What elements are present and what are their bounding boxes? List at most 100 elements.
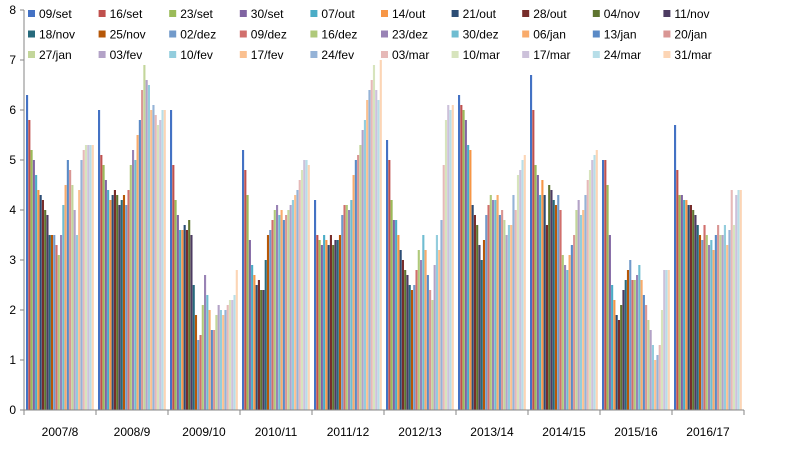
bar-03-fev-2008-9	[145, 80, 148, 410]
bar-16-set-2014-15	[532, 110, 535, 410]
bar-23-dez-2009-10	[204, 275, 207, 410]
x-tick-label: 2010/11	[255, 425, 298, 439]
x-tick-label: 2012/13	[398, 425, 442, 439]
legend-label: 17/mar	[533, 48, 570, 62]
x-tick-label: 2008/9	[114, 425, 151, 439]
bar-11-nov-2007-8	[46, 215, 49, 410]
bar-09-set-2009-10	[170, 110, 173, 410]
bar-23-set-2013-14	[462, 110, 465, 410]
bar-28-out-2011-12	[329, 235, 332, 410]
legend-swatch	[28, 30, 35, 38]
bar-24-mar-2014-15	[593, 155, 596, 410]
bar-17-mar-2013-14	[519, 170, 522, 410]
bar-07-out-2011-12	[323, 235, 326, 410]
bar-21-out-2016-17	[687, 205, 690, 410]
bar-03-fev-2011-12	[361, 130, 364, 410]
bar-09-set-2007-8	[26, 95, 29, 410]
legend-item: 17/mar	[522, 48, 571, 62]
bar-10-fev-2016-17	[723, 225, 726, 410]
bar-20-jan-2010-11	[285, 215, 288, 410]
bar-23-set-2007-8	[30, 150, 33, 410]
legend-item: 09/dez	[239, 28, 287, 42]
bar-31-mar-2012-13	[451, 105, 454, 410]
legend-label: 07/out	[321, 7, 355, 21]
legend-item: 09/set	[28, 7, 72, 21]
bar-31-mar-2016-17	[739, 190, 742, 410]
legend-item: 30/set	[239, 7, 284, 21]
legend-item: 04/nov	[592, 7, 640, 21]
legend-swatch	[98, 51, 106, 58]
bar-18-nov-2012-13	[408, 285, 411, 410]
bar-04-nov-2008-9	[116, 195, 119, 410]
bar-16-set-2010-11	[244, 170, 247, 410]
bar-09-set-2013-14	[458, 95, 461, 410]
legend-label: 25/nov	[110, 28, 146, 42]
bar-25-nov-2015-16	[626, 270, 630, 410]
bar-30-set-2011-12	[320, 245, 323, 410]
bar-09-dez-2007-8	[55, 245, 58, 410]
legend-swatch	[98, 10, 106, 17]
legend-label: 09/dez	[251, 28, 287, 42]
bar-04-nov-2013-14	[476, 225, 479, 410]
bar-09-set-2016-17	[674, 125, 677, 410]
bar-27-jan-2008-9	[143, 65, 146, 410]
bar-17-fev-2015-16	[654, 360, 657, 410]
legend-swatch	[169, 10, 177, 17]
bar-30-set-2010-11	[248, 240, 251, 410]
bar-11-nov-2016-17	[694, 215, 697, 410]
legend-item: 11/nov	[663, 7, 710, 21]
legend-label: 14/out	[392, 7, 426, 21]
bar-21-out-2011-12	[327, 245, 330, 410]
bar-10-mar-2008-9	[156, 125, 160, 410]
bar-17-mar-2007-8	[87, 145, 90, 410]
bar-30-set-2014-15	[536, 175, 539, 410]
legend-swatch	[522, 51, 530, 58]
bar-20-jan-2015-16	[645, 305, 648, 410]
bar-16-dez-2012-13	[417, 250, 420, 410]
bar-09-dez-2008-9	[127, 190, 130, 410]
bar-14-out-2015-16	[613, 300, 616, 410]
legend-label: 24/fev	[321, 48, 354, 62]
bar-10-mar-2016-17	[732, 225, 736, 410]
bar-09-dez-2012-13	[415, 270, 418, 410]
bar-30-dez-2010-11	[278, 215, 281, 410]
x-tick-label: 2014/15	[542, 425, 586, 439]
bar-25-nov-2013-14	[482, 240, 486, 410]
bar-20-jan-2012-13	[429, 290, 432, 410]
bar-07-out-2012-13	[395, 220, 398, 410]
legend-swatch	[663, 10, 671, 17]
y-tick-label: 5	[9, 153, 16, 167]
bar-17-fev-2010-11	[294, 195, 297, 410]
bar-03-mar-2009-10	[226, 305, 229, 410]
bar-18-nov-2015-16	[624, 280, 627, 410]
legend-swatch	[239, 30, 247, 38]
bar-11-nov-2013-14	[478, 245, 481, 410]
bar-06-jan-2013-14	[496, 195, 499, 410]
bar-30-dez-2016-17	[710, 240, 713, 410]
legend-item: 16/dez	[310, 28, 357, 42]
bar-07-out-2016-17	[683, 200, 686, 410]
legend-swatch	[381, 10, 388, 17]
bar-28-out-2012-13	[401, 260, 404, 410]
bar-04-nov-2009-10	[188, 220, 191, 410]
bar-09-set-2014-15	[530, 75, 533, 410]
bar-06-jan-2009-10	[208, 310, 211, 410]
bar-23-set-2015-16	[606, 185, 609, 410]
legend-label: 28/out	[533, 7, 567, 21]
bar-06-jan-2015-16	[640, 280, 643, 410]
bar-03-mar-2016-17	[730, 190, 733, 410]
bar-31-mar-2009-10	[235, 270, 238, 410]
bar-17-fev-2012-13	[438, 250, 441, 410]
bar-13-jan-2008-9	[138, 120, 141, 410]
bar-25-nov-2009-10	[194, 315, 198, 410]
legend-swatch	[310, 51, 318, 58]
bar-13-jan-2011-12	[354, 160, 357, 410]
bar-10-mar-2009-10	[228, 300, 232, 410]
bar-21-out-2010-11	[255, 285, 258, 410]
bar-25-nov-2014-15	[554, 205, 558, 410]
bar-27-jan-2007-8	[71, 185, 74, 410]
bar-03-mar-2011-12	[370, 80, 373, 410]
legend-item: 21/out	[451, 7, 497, 21]
y-tick-label: 8	[9, 3, 16, 17]
